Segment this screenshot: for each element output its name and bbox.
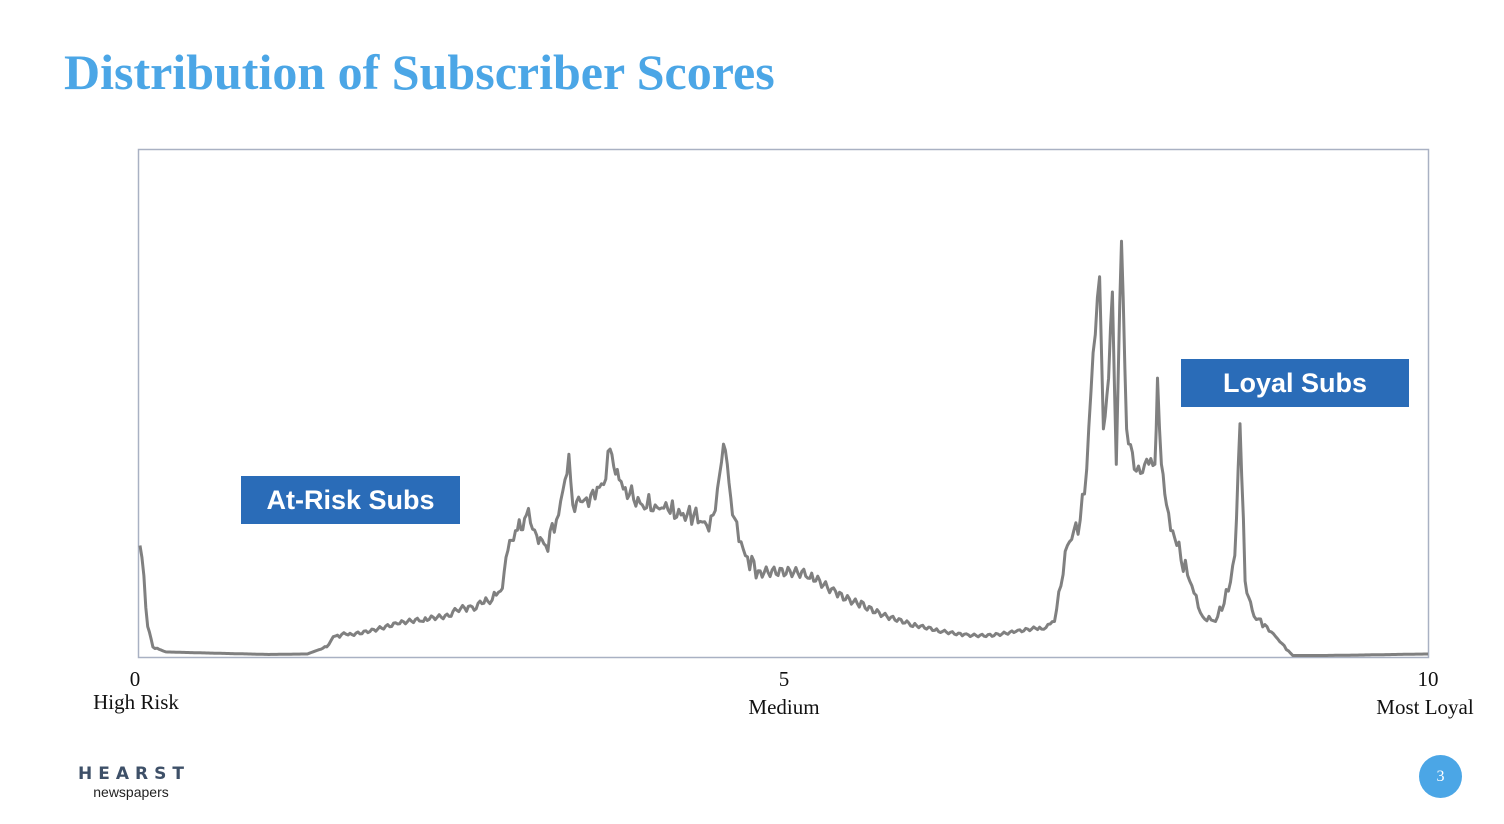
at-risk-subs-label: At-Risk Subs	[241, 476, 460, 524]
logo-wordmark: HEARST	[78, 764, 190, 784]
x-tick-label: 10	[1418, 667, 1439, 691]
x-tick-sublabel: Medium	[748, 695, 819, 719]
logo-subtitle: newspapers	[93, 784, 169, 800]
x-tick-sublabel: High Risk	[93, 690, 179, 714]
x-tick-sublabel: Most Loyal	[1376, 695, 1474, 719]
x-tick-label: 5	[779, 667, 790, 691]
series-line-0	[138, 239, 1428, 657]
page-number-badge: 3	[1419, 755, 1462, 798]
x-tick-label: 0	[130, 667, 141, 691]
hearst-newspapers-logo: HEARST newspapers	[74, 764, 194, 800]
slide-title: Distribution of Subscriber Scores	[64, 44, 775, 100]
series-layer	[138, 239, 1428, 657]
loyal-subs-label: Loyal Subs	[1181, 359, 1409, 407]
